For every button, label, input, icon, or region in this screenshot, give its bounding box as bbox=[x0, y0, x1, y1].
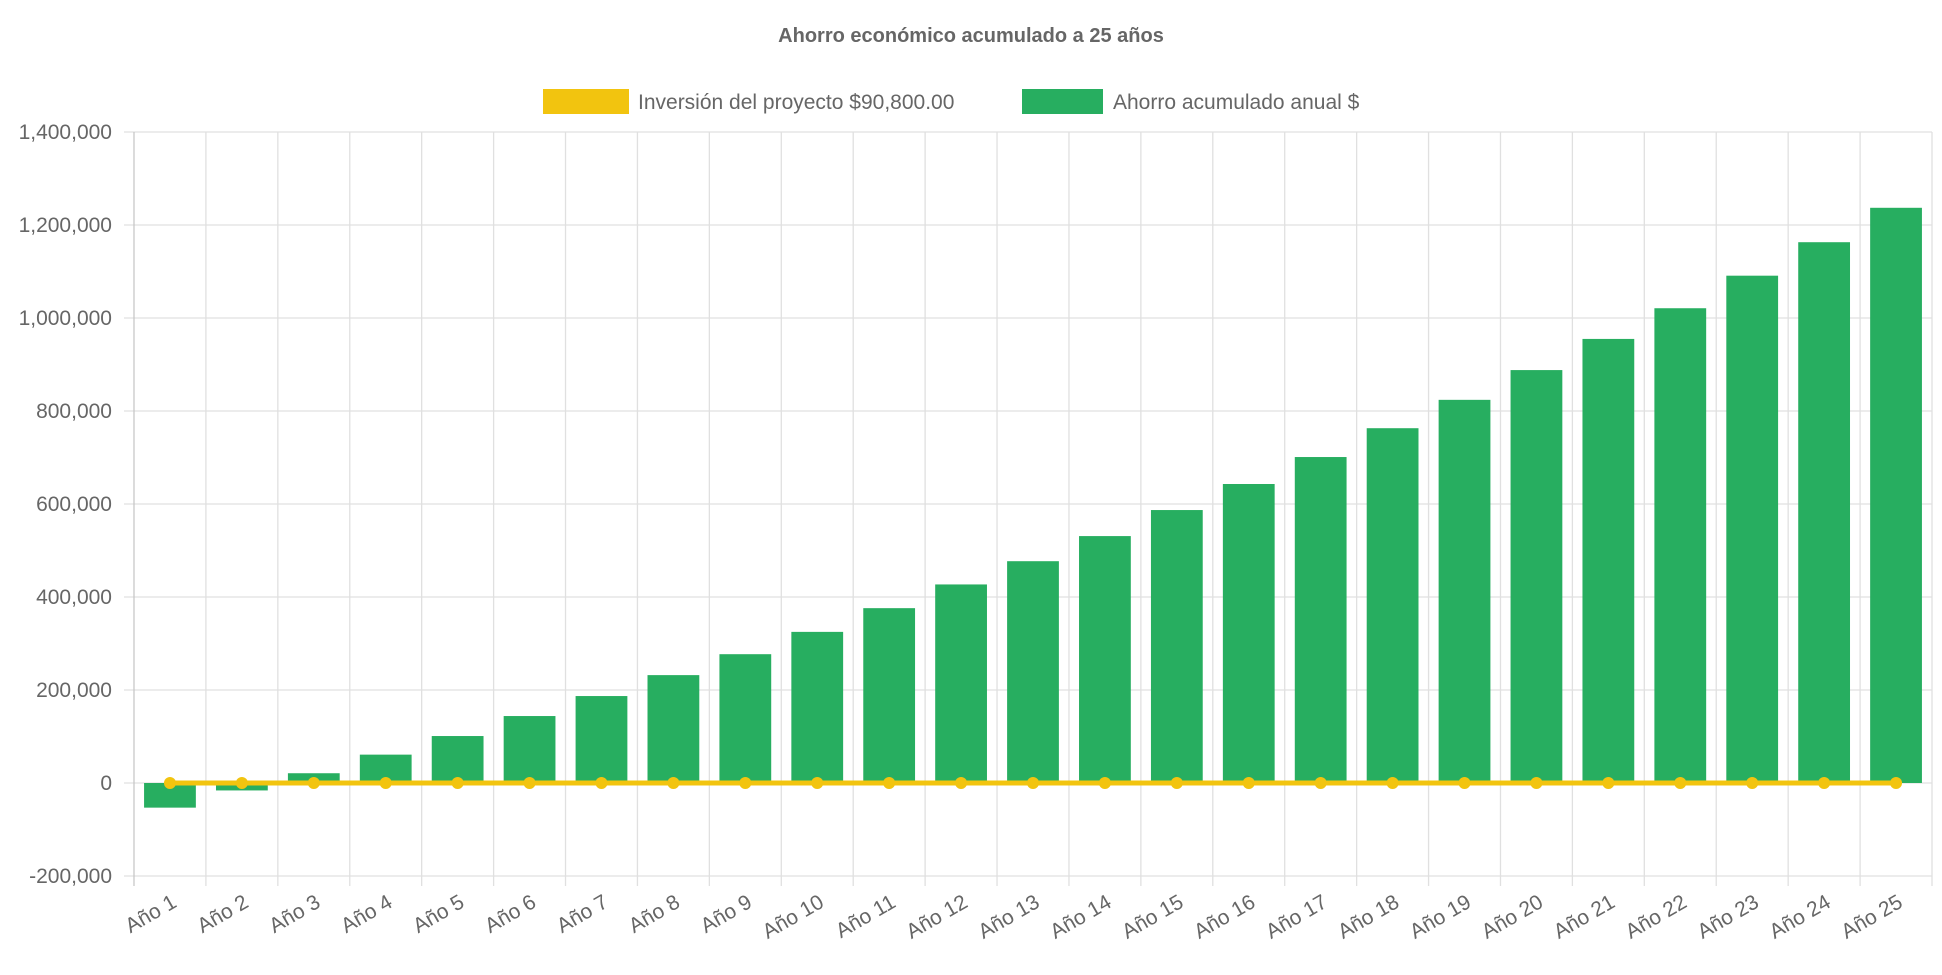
investment-point bbox=[595, 777, 608, 789]
x-tick-label: Año 3 bbox=[265, 890, 324, 937]
x-tick-label: Año 10 bbox=[759, 890, 828, 943]
x-tick-label: Año 12 bbox=[902, 890, 971, 943]
legend-swatch-investment bbox=[543, 89, 629, 114]
x-tick-label: Año 25 bbox=[1837, 890, 1906, 943]
bar bbox=[1726, 275, 1779, 783]
investment-point bbox=[1386, 777, 1399, 789]
investment-point bbox=[1674, 777, 1687, 789]
investment-point bbox=[1170, 777, 1183, 789]
legend-label-savings: Ahorro acumulado anual $ bbox=[1113, 91, 1360, 114]
investment-point bbox=[1746, 777, 1759, 789]
x-tick-label: Año 1 bbox=[121, 890, 180, 937]
bar bbox=[647, 675, 700, 783]
bar bbox=[1582, 338, 1635, 783]
investment-point bbox=[307, 777, 320, 789]
bar bbox=[863, 608, 916, 783]
bar bbox=[1079, 536, 1131, 783]
x-tick-label: Año 20 bbox=[1478, 890, 1547, 943]
bars bbox=[144, 207, 1922, 808]
investment-point bbox=[235, 777, 248, 789]
x-tick-label: Año 23 bbox=[1694, 890, 1763, 943]
y-tick-label: 0 bbox=[100, 772, 112, 795]
bar bbox=[1150, 510, 1203, 783]
bar bbox=[1654, 308, 1707, 783]
x-tick-label: Año 19 bbox=[1406, 890, 1475, 943]
y-tick-label: 1,200,000 bbox=[19, 214, 112, 237]
investment-point bbox=[1242, 777, 1255, 789]
y-tick-label: 200,000 bbox=[36, 679, 112, 702]
x-tick-label: Año 5 bbox=[409, 890, 468, 937]
x-tick-label: Año 8 bbox=[625, 890, 684, 937]
x-tick-label: Año 9 bbox=[697, 890, 756, 937]
legend-label-investment: Inversión del proyecto $90,800.00 bbox=[638, 91, 954, 114]
investment-point bbox=[163, 777, 176, 789]
investment-point bbox=[451, 777, 464, 789]
x-tick-label: Año 17 bbox=[1262, 890, 1331, 943]
investment-point bbox=[739, 777, 752, 789]
x-tick-label: Año 18 bbox=[1334, 890, 1403, 943]
bar bbox=[1294, 457, 1347, 783]
investment-point bbox=[1458, 777, 1471, 789]
y-tick-label: 800,000 bbox=[36, 400, 112, 423]
investment-point bbox=[1890, 777, 1903, 789]
bar bbox=[719, 654, 772, 783]
bar bbox=[1870, 207, 1922, 784]
investment-point bbox=[1314, 777, 1327, 789]
bar bbox=[575, 696, 628, 783]
x-tick-label: Año 24 bbox=[1765, 890, 1834, 943]
y-tick-label: 600,000 bbox=[36, 493, 112, 516]
bar bbox=[1798, 242, 1851, 783]
x-tick-label: Año 15 bbox=[1118, 890, 1187, 943]
y-tick-label: 400,000 bbox=[36, 586, 112, 609]
investment-point bbox=[883, 777, 896, 789]
investment-point bbox=[1602, 777, 1615, 789]
y-tick-label: -200,000 bbox=[29, 865, 112, 888]
x-tick-label: Año 4 bbox=[337, 890, 396, 938]
bar bbox=[791, 631, 844, 783]
investment-point bbox=[523, 777, 536, 789]
x-tick-label: Año 7 bbox=[553, 890, 612, 937]
bar bbox=[1510, 370, 1563, 783]
x-tick-label: Año 14 bbox=[1046, 890, 1115, 943]
bar bbox=[935, 584, 987, 783]
bar bbox=[1366, 428, 1419, 783]
bar bbox=[1222, 484, 1275, 783]
bar bbox=[503, 716, 556, 783]
y-tick-label: 1,000,000 bbox=[19, 307, 112, 330]
bar bbox=[1438, 399, 1491, 783]
investment-point bbox=[811, 777, 824, 789]
x-tick-label: Año 11 bbox=[832, 890, 900, 942]
legend: Inversión del proyecto $90,800.00 Ahorro … bbox=[543, 89, 1360, 114]
x-axis: Año 1 Año 2 Año 3 Año 4 Año 5 Año 6 Año 7 Año 8… bbox=[121, 890, 1906, 943]
investment-point bbox=[1530, 777, 1543, 789]
investment-point bbox=[667, 777, 680, 789]
investment-line bbox=[163, 777, 1903, 789]
investment-point bbox=[1027, 777, 1039, 789]
x-tick-label: Año 16 bbox=[1190, 890, 1259, 943]
bar bbox=[1007, 561, 1059, 783]
legend-swatch-savings bbox=[1022, 89, 1103, 114]
chart-title: Ahorro económico acumulado a 25 años bbox=[778, 25, 1164, 47]
x-tick-label: Año 13 bbox=[974, 890, 1043, 943]
bar bbox=[431, 736, 484, 783]
investment-point bbox=[379, 777, 392, 789]
investment-point bbox=[1098, 777, 1111, 789]
x-tick-label: Año 2 bbox=[193, 890, 252, 937]
y-axis: -200,000 0 200,000 400,000 600,000 800,000 1,0… bbox=[19, 121, 112, 888]
x-tick-label: Año 22 bbox=[1622, 890, 1691, 943]
y-tick-label: 1,400,000 bbox=[19, 121, 112, 144]
x-tick-label: Año 6 bbox=[481, 890, 540, 937]
investment-point bbox=[955, 777, 968, 789]
investment-point bbox=[1818, 777, 1831, 789]
grid bbox=[124, 131, 1933, 886]
x-tick-label: Año 21 bbox=[1550, 890, 1619, 943]
